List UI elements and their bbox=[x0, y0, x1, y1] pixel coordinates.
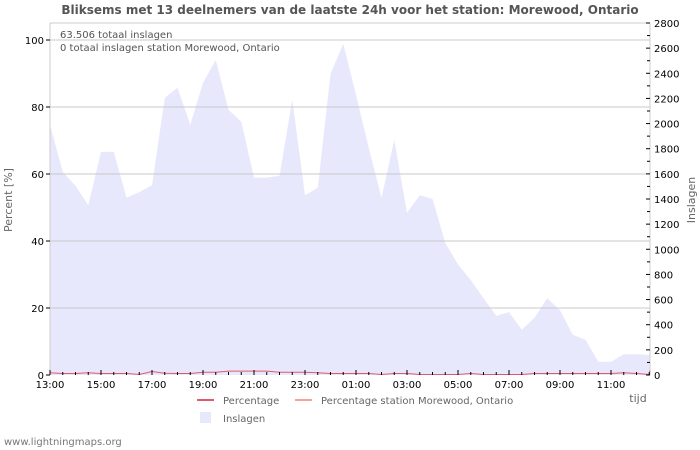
x-axis-label: tijd bbox=[629, 392, 646, 405]
x-axis: 13:00 15:00 17:00 19:00 21:00 23:00 01:00 03:00… bbox=[36, 380, 626, 391]
right-tick-label: 0 bbox=[654, 371, 660, 382]
x-tick-label: 01:00 bbox=[342, 380, 371, 391]
x-tick-label: 21:00 bbox=[240, 380, 269, 391]
left-y-axis: 0 20 40 60 80 100 bbox=[25, 36, 50, 382]
x-tick-label: 11:00 bbox=[597, 380, 626, 391]
right-tick-label: 200 bbox=[654, 346, 673, 357]
right-tick-label: 2800 bbox=[654, 19, 679, 30]
legend-inslagen-swatch bbox=[200, 412, 211, 423]
x-tick-label: 17:00 bbox=[138, 380, 167, 391]
chart-title: Bliksems met 13 deelnemers van de laatst… bbox=[61, 3, 638, 17]
legend-inslagen-label: Inslagen bbox=[223, 414, 265, 425]
left-tick-label: 60 bbox=[31, 170, 44, 181]
right-y-axis: 0 200 400 600 800 1000 1200 1400 1600 1800 2000 220… bbox=[646, 19, 679, 382]
right-tick-label: 2600 bbox=[654, 44, 679, 55]
x-tick-label: 23:00 bbox=[291, 380, 320, 391]
x-tick-label: 19:00 bbox=[189, 380, 218, 391]
right-tick-label: 400 bbox=[654, 321, 673, 332]
x-tick-label: 03:00 bbox=[393, 380, 422, 391]
right-tick-label: 1200 bbox=[654, 220, 679, 231]
right-tick-label: 2400 bbox=[654, 69, 679, 80]
legend-station-percentage-label: Percentage station Morewood, Ontario bbox=[321, 396, 513, 407]
right-tick-label: 1400 bbox=[654, 195, 679, 206]
station-strikes-annotation: 0 totaal inslagen station Morewood, Onta… bbox=[60, 43, 280, 54]
inslagen-area bbox=[50, 43, 650, 375]
left-tick-label: 20 bbox=[31, 304, 44, 315]
right-tick-label: 1600 bbox=[654, 170, 679, 181]
left-tick-label: 80 bbox=[31, 103, 44, 114]
footer-credit: www.lightningmaps.org bbox=[4, 437, 122, 448]
right-tick-label: 2200 bbox=[654, 94, 679, 105]
legend: Percentage Percentage station Morewood, … bbox=[197, 396, 513, 425]
x-tick-label: 09:00 bbox=[546, 380, 575, 391]
left-tick-label: 40 bbox=[31, 237, 44, 248]
x-tick-label: 15:00 bbox=[87, 380, 116, 391]
right-tick-label: 1800 bbox=[654, 145, 679, 156]
left-tick-label: 0 bbox=[38, 371, 44, 382]
x-tick-label: 13:00 bbox=[36, 380, 65, 391]
plot-area bbox=[49, 22, 651, 376]
right-axis-label: Inslagen bbox=[685, 177, 698, 223]
right-tick-label: 800 bbox=[654, 270, 673, 281]
legend-percentage-label: Percentage bbox=[223, 396, 279, 407]
gridlines bbox=[50, 39, 650, 309]
left-tick-label: 100 bbox=[25, 36, 44, 47]
total-strikes-annotation: 63.506 totaal inslagen bbox=[60, 30, 172, 41]
x-tick-label: 07:00 bbox=[495, 380, 524, 391]
right-tick-label: 2000 bbox=[654, 120, 679, 131]
x-tick-label: 05:00 bbox=[444, 380, 473, 391]
right-tick-label: 600 bbox=[654, 296, 673, 307]
right-tick-label: 1000 bbox=[654, 245, 679, 256]
x-tick-marks bbox=[49, 370, 650, 375]
left-axis-label: Percent [%] bbox=[2, 168, 15, 232]
